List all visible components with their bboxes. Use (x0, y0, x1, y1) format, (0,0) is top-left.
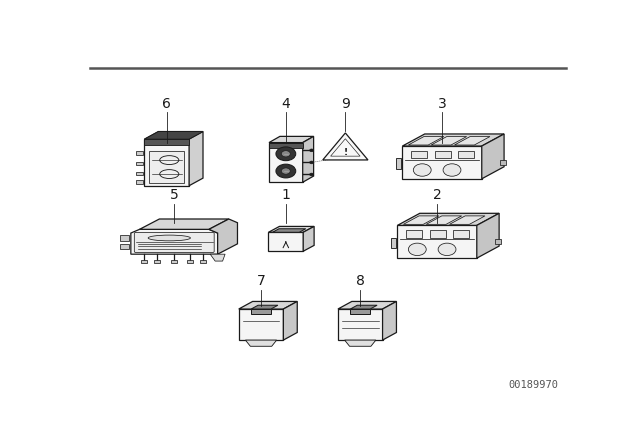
Polygon shape (150, 151, 184, 183)
Bar (406, 230, 422, 237)
Circle shape (438, 243, 456, 255)
Bar (120, 244, 129, 249)
Polygon shape (239, 309, 284, 340)
Circle shape (310, 173, 314, 176)
Circle shape (282, 151, 291, 157)
Text: 5: 5 (170, 188, 179, 202)
Polygon shape (449, 216, 485, 224)
Polygon shape (397, 225, 477, 258)
Bar (136, 172, 143, 175)
Circle shape (408, 243, 426, 255)
Polygon shape (145, 132, 203, 139)
Polygon shape (383, 302, 396, 340)
Bar (200, 260, 206, 263)
Polygon shape (454, 137, 490, 145)
Circle shape (310, 161, 314, 164)
Bar (495, 239, 501, 244)
Polygon shape (344, 340, 376, 346)
Polygon shape (269, 232, 303, 251)
Polygon shape (131, 229, 218, 254)
Circle shape (413, 164, 431, 176)
Bar (392, 237, 396, 248)
Ellipse shape (160, 155, 179, 164)
Polygon shape (239, 302, 297, 309)
Polygon shape (210, 254, 225, 261)
Bar (396, 158, 401, 168)
Bar (136, 151, 143, 155)
Bar (429, 230, 445, 237)
Polygon shape (482, 134, 504, 179)
Text: 1: 1 (282, 188, 291, 202)
Bar (435, 151, 451, 158)
Polygon shape (145, 139, 189, 186)
Text: 2: 2 (433, 188, 442, 202)
Polygon shape (303, 136, 314, 182)
Polygon shape (145, 132, 203, 139)
Polygon shape (273, 229, 306, 232)
Polygon shape (245, 340, 276, 346)
Bar (136, 162, 143, 165)
Text: !: ! (343, 148, 348, 157)
Bar (141, 260, 147, 263)
Text: 4: 4 (282, 97, 290, 111)
Bar (154, 260, 160, 263)
Text: 7: 7 (257, 275, 266, 289)
Polygon shape (350, 305, 377, 309)
Polygon shape (140, 219, 229, 229)
Polygon shape (303, 226, 314, 251)
Polygon shape (397, 213, 499, 225)
Polygon shape (403, 216, 439, 224)
Text: 9: 9 (341, 97, 350, 111)
Bar (500, 160, 506, 165)
Bar (136, 180, 143, 184)
Polygon shape (269, 136, 314, 142)
Bar (412, 151, 428, 158)
Polygon shape (269, 142, 303, 182)
Polygon shape (408, 137, 444, 145)
Circle shape (276, 147, 296, 161)
Polygon shape (269, 142, 303, 148)
Polygon shape (251, 305, 278, 309)
Polygon shape (431, 137, 467, 145)
Text: 3: 3 (438, 97, 447, 111)
Polygon shape (145, 139, 189, 145)
Bar (172, 260, 177, 263)
Bar (458, 151, 474, 158)
Ellipse shape (160, 170, 179, 178)
Polygon shape (477, 213, 499, 258)
Polygon shape (338, 309, 383, 340)
Polygon shape (209, 219, 237, 254)
Bar (187, 260, 193, 263)
Circle shape (443, 164, 461, 176)
Bar (453, 230, 469, 237)
Polygon shape (284, 302, 297, 340)
Polygon shape (350, 309, 370, 314)
Circle shape (276, 164, 296, 178)
Polygon shape (403, 146, 482, 179)
Polygon shape (403, 134, 504, 146)
Polygon shape (426, 216, 461, 224)
Polygon shape (269, 226, 314, 232)
FancyBboxPatch shape (134, 233, 214, 253)
Circle shape (282, 168, 291, 174)
Polygon shape (338, 302, 396, 309)
Text: 00189970: 00189970 (509, 380, 559, 390)
Polygon shape (251, 309, 271, 314)
Text: 8: 8 (356, 275, 365, 289)
Text: 6: 6 (163, 97, 172, 111)
Polygon shape (189, 132, 203, 186)
Bar (120, 235, 129, 241)
Polygon shape (323, 133, 368, 160)
Ellipse shape (148, 235, 191, 241)
Circle shape (310, 149, 314, 152)
